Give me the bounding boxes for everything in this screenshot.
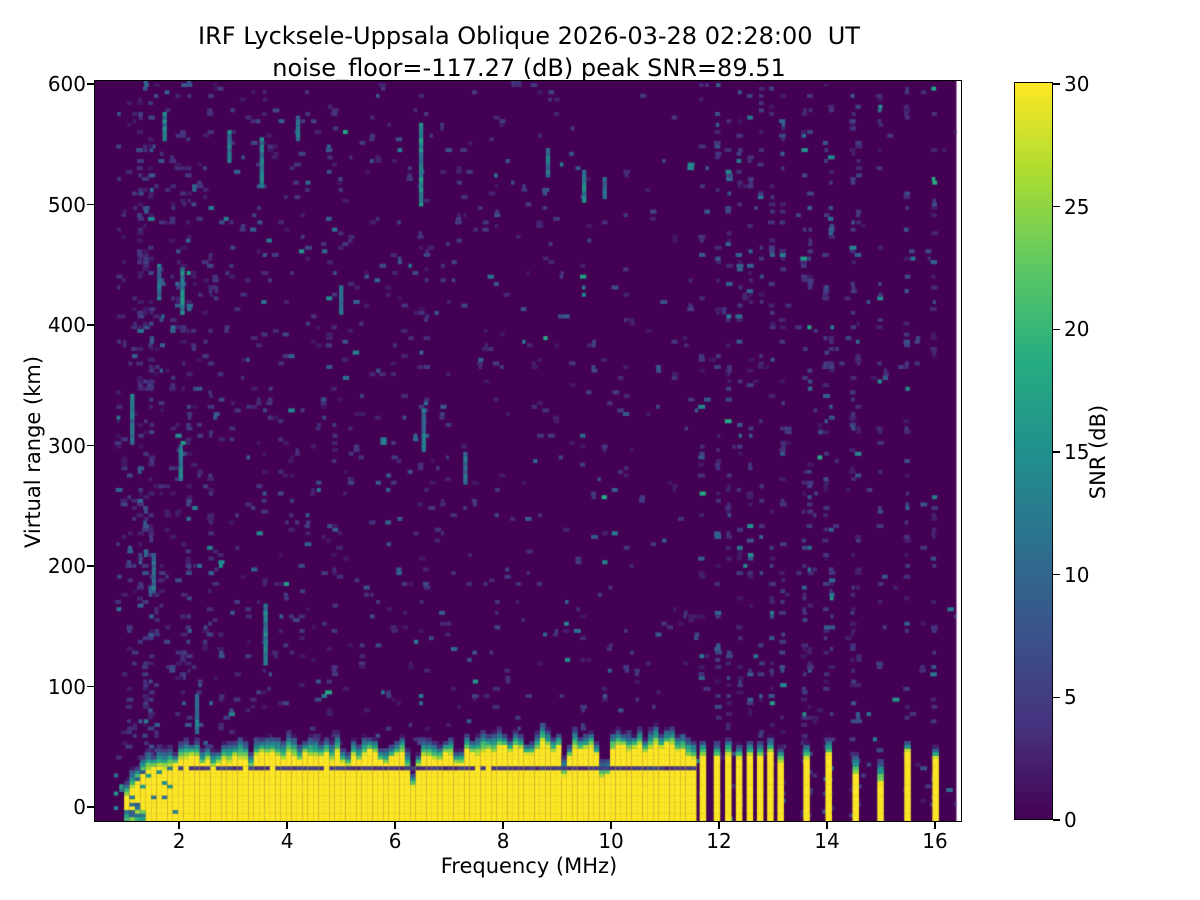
y-tick-mark — [87, 806, 95, 808]
y-tick-label: 600 — [47, 72, 86, 97]
y-tick-label: 400 — [47, 313, 86, 338]
x-tick-label: 10 — [598, 829, 624, 853]
y-tick-label: 300 — [47, 433, 86, 458]
x-tick-mark — [826, 822, 828, 829]
x-tick-label: 16 — [922, 829, 948, 853]
y-tick-label: 100 — [47, 674, 86, 699]
colorbar-tick-label: 0 — [1064, 808, 1077, 832]
colorbar-tick-label: 10 — [1064, 562, 1090, 587]
y-tick-label: 200 — [47, 554, 86, 579]
x-tick-label: 2 — [172, 829, 186, 853]
colorbar-tick-mark — [1053, 573, 1060, 576]
y-tick-label: 500 — [47, 192, 86, 217]
colorbar-tick-mark — [1053, 819, 1060, 821]
y-tick-mark — [87, 444, 95, 447]
colorbar-tick-label: 25 — [1064, 194, 1090, 219]
heatmap-canvas — [95, 81, 962, 822]
y-tick-mark — [87, 324, 95, 326]
y-axis-label: Virtual range (km) — [21, 355, 45, 549]
x-tick-mark — [178, 822, 180, 829]
plot-subtitle: noise_floor=-117.27 (dB) peak SNR=89.51 — [272, 54, 786, 82]
x-tick-mark — [394, 822, 396, 829]
y-tick-mark — [87, 203, 95, 206]
colorbar — [1014, 82, 1054, 821]
colorbar-tick-mark — [1053, 205, 1060, 208]
plot-title: IRF Lycksele-Uppsala Oblique 2026-03-28 … — [198, 22, 860, 50]
y-tick-label: 0 — [73, 795, 86, 820]
x-tick-mark — [286, 822, 288, 829]
colorbar-tick-label: 20 — [1064, 317, 1090, 342]
x-tick-mark — [718, 822, 720, 829]
x-tick-mark — [610, 822, 612, 829]
x-tick-label: 8 — [496, 829, 510, 853]
plot-area — [94, 80, 963, 823]
x-tick-label: 12 — [706, 829, 732, 853]
colorbar-tick-mark — [1053, 696, 1060, 699]
x-tick-mark — [502, 822, 504, 829]
y-tick-mark — [87, 83, 95, 85]
colorbar-tick-label: 30 — [1064, 72, 1090, 96]
y-tick-mark — [87, 565, 95, 567]
colorbar-tick-mark — [1053, 83, 1060, 85]
colorbar-tick-mark — [1053, 328, 1060, 331]
x-tick-label: 14 — [814, 829, 840, 853]
x-axis-label: Frequency (MHz) — [440, 854, 618, 878]
colorbar-tick-label: 15 — [1064, 440, 1090, 464]
colorbar-label: SNR (dB) — [1086, 404, 1110, 500]
y-tick-mark — [87, 685, 95, 688]
colorbar-tick-label: 5 — [1064, 685, 1077, 710]
x-tick-label: 6 — [388, 829, 402, 853]
x-tick-mark — [934, 822, 936, 829]
colorbar-tick-mark — [1053, 451, 1060, 453]
x-tick-label: 4 — [280, 829, 294, 853]
